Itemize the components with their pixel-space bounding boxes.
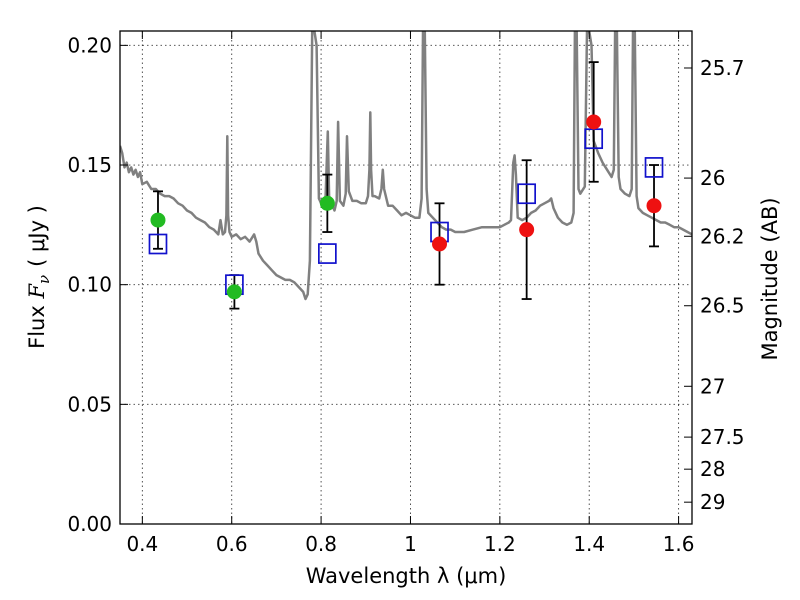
y2-tick-label: 26.2 [700,224,745,248]
y2-tick-label: 26.5 [700,294,745,318]
data-points [150,114,662,300]
model-square [318,243,337,264]
tick-labels: 0.4 0.6 0.8 1 1.2 1.4 1.6 0.00 0.05 0.10 0.15 0.20 2… [67,33,744,556]
plot-frame [119,30,693,525]
x-tick-label: 0.4 [126,532,158,556]
green-data-point [226,284,242,300]
x-tick-label: 0.6 [216,532,248,556]
y2-axis-title: Magnitude (AB) [758,197,782,360]
y2-tick-label: 27 [700,374,725,398]
y-tick-label: 0.10 [67,273,112,297]
y2-tick-label: 27.5 [700,425,745,449]
y2-tick-label: 29 [700,490,725,514]
model-square [517,183,537,205]
y-tick-label: 0.05 [67,392,112,416]
red-data-point [586,114,602,130]
green-data-point [319,195,335,211]
x-tick-label: 1 [404,532,417,556]
y2-tick-label: 28 [700,457,725,481]
axis-ticks [120,31,692,525]
y2-tick-label: 25.7 [700,56,745,80]
y-tick-label: 0.20 [67,33,112,57]
x-axis-title: Wavelength λ (μm) [306,564,507,588]
red-data-point [519,222,535,238]
green-data-point [150,212,166,228]
y2-tick-label: 26 [700,166,725,190]
y-tick-label: 0.15 [67,153,112,177]
x-tick-label: 1.4 [573,532,605,556]
model-square [644,157,664,178]
y-axis-title: Flux Fν( μJy ) [25,205,53,349]
red-data-point [646,198,662,214]
x-tick-label: 1.6 [663,532,695,556]
model-square [148,233,168,255]
red-data-point [432,236,448,252]
x-tick-label: 1.2 [484,532,516,556]
x-tick-label: 0.8 [305,532,337,556]
grid-lines [120,31,692,525]
y-tick-label: 0.00 [67,512,112,536]
